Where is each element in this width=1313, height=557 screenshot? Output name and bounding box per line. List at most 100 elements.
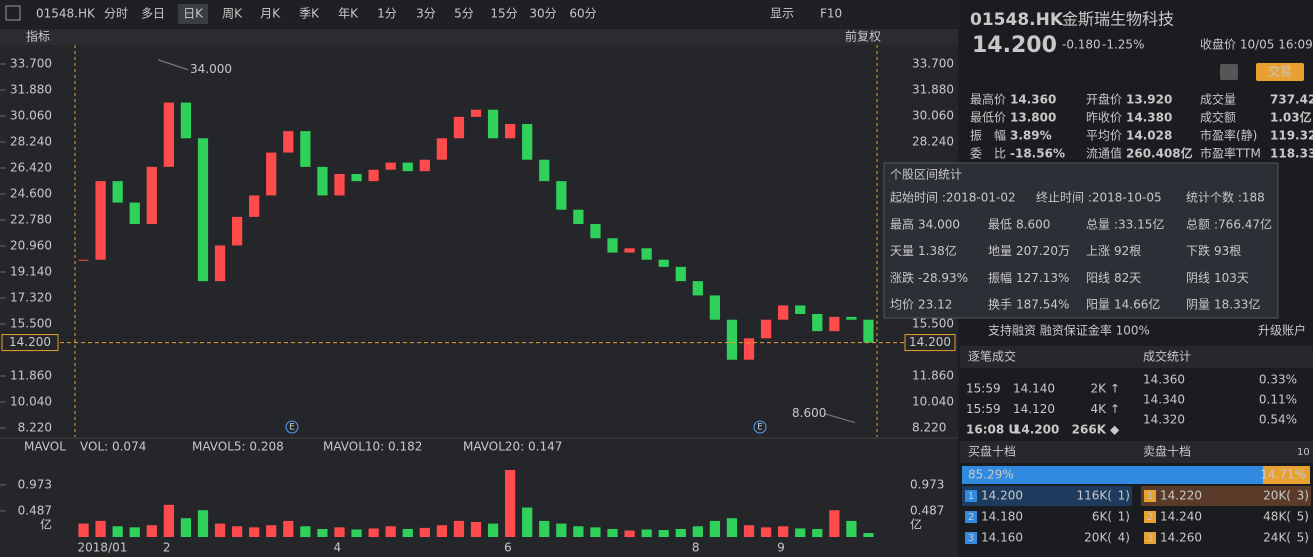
interval-value: 23.12 bbox=[918, 298, 952, 312]
adjust-mode[interactable]: 前复权 bbox=[845, 29, 881, 44]
volume-bar bbox=[112, 526, 123, 537]
trades-header-bg bbox=[960, 346, 1313, 368]
stat-value: 13.800 bbox=[1010, 111, 1056, 125]
level-num: 1 bbox=[1147, 491, 1153, 502]
level-price: 14.240 bbox=[1160, 510, 1202, 524]
quote-code: 01548.HK bbox=[970, 10, 1064, 30]
period-tab[interactable]: 5分 bbox=[454, 7, 474, 21]
annotation-line bbox=[823, 413, 856, 424]
quote-time: 收盘价 10/05 16:09 bbox=[1200, 37, 1313, 52]
candle bbox=[317, 166, 328, 196]
level-badge bbox=[1144, 532, 1156, 544]
period-tab[interactable]: 日K bbox=[183, 7, 204, 21]
trade-arrow: ↑ bbox=[1110, 382, 1120, 396]
interval-label: 下跌 bbox=[1186, 243, 1210, 258]
alert-button[interactable] bbox=[1220, 64, 1238, 80]
candle bbox=[95, 181, 106, 260]
level-volume: 24K( bbox=[1263, 531, 1291, 545]
deal-pct: 0.54% bbox=[1259, 413, 1297, 427]
volume-bar bbox=[146, 525, 157, 537]
candle bbox=[78, 259, 89, 261]
stat-label: 市盈率TTM bbox=[1200, 146, 1261, 161]
period-tab[interactable]: 3分 bbox=[416, 7, 436, 21]
candle bbox=[760, 319, 772, 339]
candle bbox=[573, 209, 584, 224]
period-tab[interactable]: 60分 bbox=[569, 7, 596, 21]
candle bbox=[539, 159, 550, 182]
annotation-label: 34.000 bbox=[190, 62, 232, 76]
y-tick-label: 10.040 bbox=[10, 395, 52, 409]
quote-price: 14.200 bbox=[972, 33, 1057, 58]
candle bbox=[607, 238, 618, 253]
period-tab[interactable]: 月K bbox=[260, 7, 281, 21]
interval-popup bbox=[883, 162, 1279, 319]
y-tick-label: 0.973 bbox=[18, 477, 52, 491]
period-tab[interactable]: 30分 bbox=[529, 7, 556, 21]
candle bbox=[436, 138, 447, 160]
volume-legend: VOL: 0.074 bbox=[80, 440, 146, 454]
interval-label: 上涨 bbox=[1086, 243, 1110, 258]
candle bbox=[641, 248, 652, 260]
stock-code[interactable]: 01548.HK bbox=[36, 7, 96, 21]
f10-button[interactable]: F10 bbox=[820, 7, 842, 21]
interval-label: 阴量 bbox=[1186, 298, 1210, 312]
interval-value: 18.33亿 bbox=[1214, 297, 1260, 312]
stat-value: 14.360 bbox=[1010, 93, 1056, 107]
last-price-label-right: 14.200 bbox=[909, 335, 951, 349]
interval-label: 均价 bbox=[890, 298, 914, 312]
trade-price: 14.140 bbox=[1013, 382, 1055, 396]
candle bbox=[658, 259, 669, 267]
quote-pct: -1.25% bbox=[1102, 38, 1144, 52]
candle bbox=[863, 319, 874, 343]
display-menu[interactable]: 显示 bbox=[770, 7, 794, 21]
period-tab[interactable]: 年K bbox=[338, 7, 359, 21]
candle bbox=[180, 102, 192, 139]
interval-label: 总量 bbox=[1086, 218, 1110, 232]
event-marker[interactable] bbox=[753, 420, 767, 434]
interval-value: :33.15亿 bbox=[1114, 217, 1164, 232]
trade-label[interactable]: 交易 bbox=[1268, 64, 1292, 79]
candle bbox=[249, 195, 260, 217]
y-tick-label: 22.780 bbox=[10, 213, 52, 227]
y-tick-label: 8.220 bbox=[18, 421, 52, 435]
candle bbox=[163, 102, 174, 167]
volume-bar bbox=[180, 518, 192, 537]
trade-button[interactable] bbox=[1256, 63, 1304, 81]
trade-arrow: ◆ bbox=[1110, 423, 1120, 437]
margin-link[interactable]: 升级账户 bbox=[1258, 323, 1306, 338]
interval-value: 14.66亿 bbox=[1114, 297, 1160, 312]
level-num: 1 bbox=[968, 491, 974, 502]
period-tab[interactable]: 15分 bbox=[490, 7, 517, 21]
level-num: 3 bbox=[1147, 533, 1153, 544]
deal-price: 14.360 bbox=[1143, 373, 1185, 387]
interval-value: 1.38亿 bbox=[918, 243, 957, 258]
period-tab[interactable]: 分时 bbox=[104, 7, 128, 21]
x-tick-label: 8 bbox=[692, 541, 700, 555]
volume-bar bbox=[795, 528, 806, 537]
period-tab[interactable]: 周K bbox=[222, 7, 243, 21]
book-levels[interactable]: 10 bbox=[1297, 447, 1310, 458]
price-panel bbox=[0, 45, 958, 437]
candle bbox=[556, 181, 567, 210]
y-tick-label: 19.140 bbox=[10, 265, 52, 279]
level-volume: 6K( bbox=[1092, 510, 1112, 524]
tab-active-bg bbox=[178, 4, 208, 24]
event-marker[interactable] bbox=[285, 420, 299, 434]
candle bbox=[368, 169, 379, 182]
y-tick-label-right: 11.860 bbox=[912, 369, 954, 383]
stat-label: 最高价 bbox=[970, 92, 1006, 107]
period-tab[interactable]: 季K bbox=[299, 7, 320, 21]
candle bbox=[146, 166, 157, 224]
period-tab[interactable]: 1分 bbox=[377, 7, 397, 21]
period-tab[interactable]: 多日 bbox=[141, 7, 165, 21]
sidebar-toggle[interactable] bbox=[5, 5, 21, 21]
stat-label: 开盘价 bbox=[1086, 92, 1122, 107]
stat-label: 委 比 bbox=[970, 147, 1006, 161]
volume-bar bbox=[607, 528, 618, 537]
volume-bar bbox=[95, 520, 106, 537]
interval-label: 最低 bbox=[988, 218, 1012, 232]
trade-time: 16:08 U bbox=[966, 423, 1018, 437]
interval-head: 统计个数 :188 bbox=[1186, 190, 1265, 205]
candle bbox=[487, 109, 499, 139]
event-label: E bbox=[757, 423, 763, 433]
